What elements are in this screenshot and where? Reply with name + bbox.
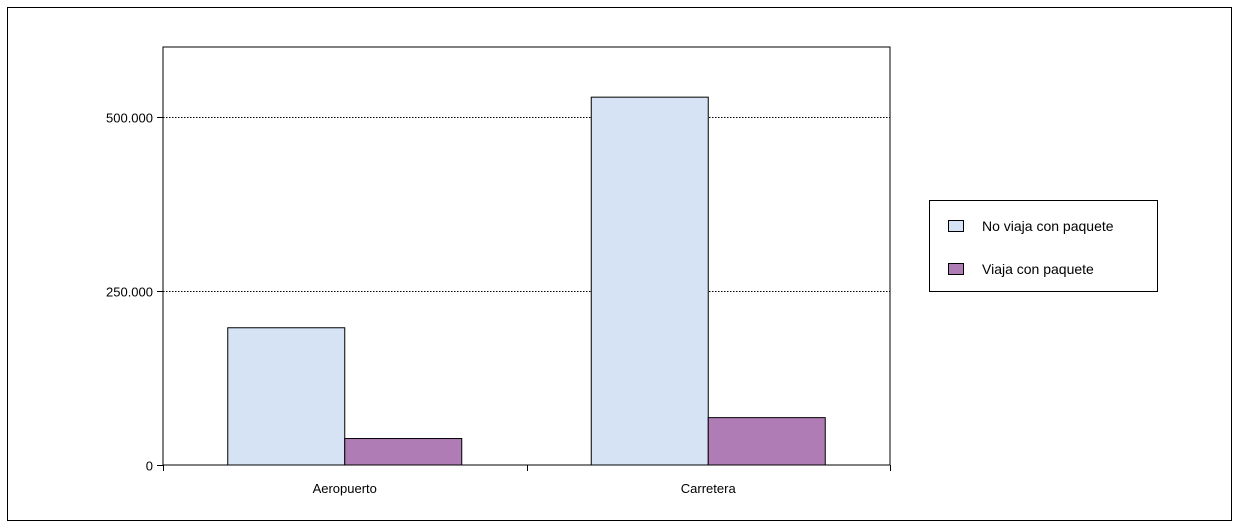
y-tick-labels: 0 250.000 500.000 (106, 111, 153, 474)
legend: No viaja con paquete Viaja con paquete (929, 200, 1158, 292)
y-tick-label: 0 (146, 459, 153, 474)
y-tick-label: 500.000 (106, 111, 153, 126)
bar-aeropuerto-series-2 (344, 438, 463, 466)
legend-item-series-2: Viaja con paquete (948, 261, 1094, 277)
bar-aeropuerto-series-1 (227, 327, 346, 466)
legend-label-series-1: No viaja con paquete (982, 218, 1114, 234)
legend-label-series-2: Viaja con paquete (982, 261, 1094, 277)
legend-swatch-series-1 (948, 220, 964, 232)
y-tick-label: 250.000 (106, 285, 153, 300)
legend-item-series-1: No viaja con paquete (948, 218, 1114, 234)
gridlines (163, 117, 890, 292)
x-tick-label: Carretera (681, 481, 737, 496)
axes (157, 46, 891, 471)
chart-frame (7, 7, 1232, 521)
legend-swatch-series-2 (948, 263, 964, 275)
plot-area-border (162, 46, 891, 466)
bars (227, 96, 826, 466)
x-tick-labels: Aeropuerto Carretera (313, 481, 737, 496)
bar-carretera-series-1 (590, 96, 709, 466)
x-tick-label: Aeropuerto (313, 481, 377, 496)
bar-carretera-series-2 (707, 417, 826, 466)
